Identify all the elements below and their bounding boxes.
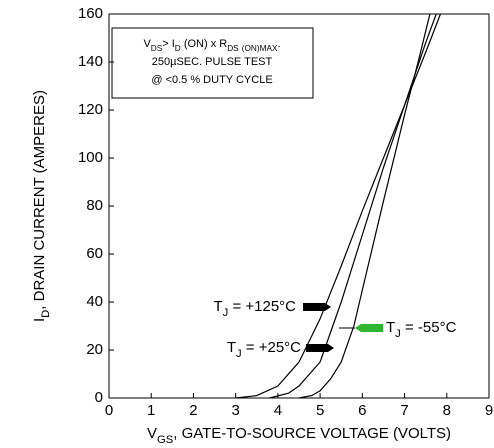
x-tick-label: 1	[147, 402, 155, 419]
note-box	[111, 27, 314, 99]
x-tick-label: 2	[189, 402, 197, 419]
x-tick-label: 6	[358, 402, 366, 419]
x-tick-label: 4	[274, 402, 282, 419]
y-tick-label: 20	[86, 341, 103, 358]
x-tick-label: 0	[105, 402, 113, 419]
series-label: TJ = -55°C	[386, 319, 457, 340]
y-tick-label: 40	[86, 293, 103, 310]
y-tick-label: 0	[95, 389, 103, 406]
x-tick-label: 7	[400, 402, 408, 419]
label-arrow	[303, 303, 331, 311]
y-tick-label: 60	[86, 245, 103, 262]
x-tick-label: 9	[485, 402, 493, 419]
label-arrow	[355, 324, 383, 332]
x-tick-label: 5	[316, 402, 324, 419]
x-tick-label: 8	[443, 402, 451, 419]
y-tick-label: 160	[78, 5, 103, 22]
note-line: @ <0.5 % DUTY CYCLE	[151, 74, 272, 86]
series-line	[298, 14, 431, 398]
x-tick-label: 3	[231, 402, 239, 419]
y-tick-label: 80	[86, 197, 103, 214]
label-arrow	[306, 344, 334, 352]
series-label: TJ = +25°C	[227, 339, 301, 360]
y-tick-label: 140	[78, 53, 103, 70]
y-tick-label: 100	[78, 149, 103, 166]
note-line: 250µSEC. PULSE TEST	[152, 56, 273, 68]
series-label: TJ = +125°C	[213, 298, 296, 319]
x-axis-label: VGS, GATE-TO-SOURCE VOLTAGE (VOLTS)	[147, 425, 451, 446]
y-axis-label: ID, DRAIN CURRENT (AMPERES)	[31, 90, 52, 322]
y-tick-label: 120	[78, 101, 103, 118]
